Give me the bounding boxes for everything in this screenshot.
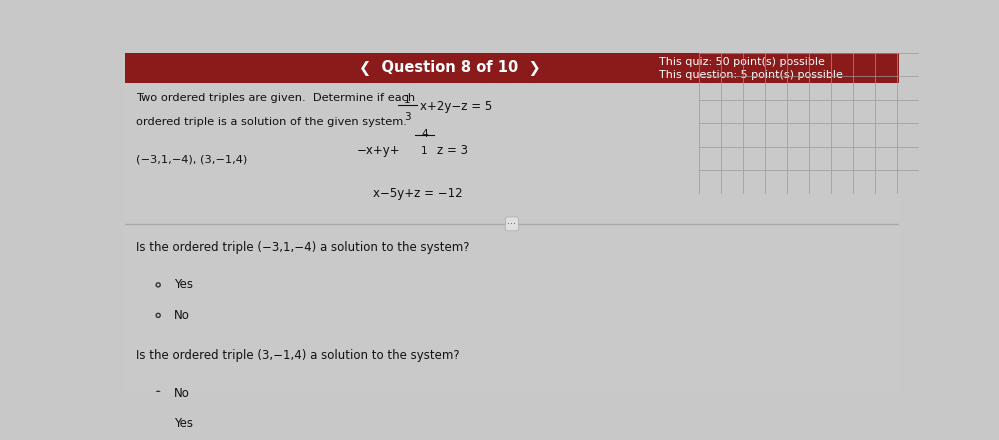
Text: ordered triple is a solution of the given system.: ordered triple is a solution of the give… [137, 117, 408, 127]
Text: x+2y−z = 5: x+2y−z = 5 [420, 99, 493, 113]
Text: 4: 4 [422, 129, 428, 139]
FancyBboxPatch shape [125, 53, 899, 83]
Text: x−5y+z = −12: x−5y+z = −12 [373, 187, 463, 200]
Text: ❮  Question 8 of 10  ❯: ❮ Question 8 of 10 ❯ [360, 60, 540, 76]
Text: (−3,1,−4), (3,−1,4): (−3,1,−4), (3,−1,4) [137, 154, 248, 165]
Text: Yes: Yes [174, 279, 193, 291]
Text: This question: 5 point(s) possible: This question: 5 point(s) possible [659, 70, 843, 80]
Text: ···: ··· [507, 219, 516, 229]
Text: No: No [174, 387, 190, 400]
Text: Two ordered triples are given.  Determine if each: Two ordered triples are given. Determine… [137, 93, 416, 103]
Text: 3: 3 [405, 112, 411, 122]
Text: This quiz: 50 point(s) possible: This quiz: 50 point(s) possible [659, 57, 825, 67]
Text: 1: 1 [422, 146, 428, 156]
Text: −x+y+: −x+y+ [358, 144, 401, 157]
FancyBboxPatch shape [125, 83, 899, 392]
Text: 1: 1 [405, 95, 411, 105]
Text: No: No [174, 309, 190, 322]
Text: Yes: Yes [174, 417, 193, 430]
Text: Is the ordered triple (3,−1,4) a solution to the system?: Is the ordered triple (3,−1,4) a solutio… [137, 349, 461, 362]
Text: z = 3: z = 3 [437, 144, 468, 157]
Text: Is the ordered triple (−3,1,−4) a solution to the system?: Is the ordered triple (−3,1,−4) a soluti… [137, 241, 470, 254]
